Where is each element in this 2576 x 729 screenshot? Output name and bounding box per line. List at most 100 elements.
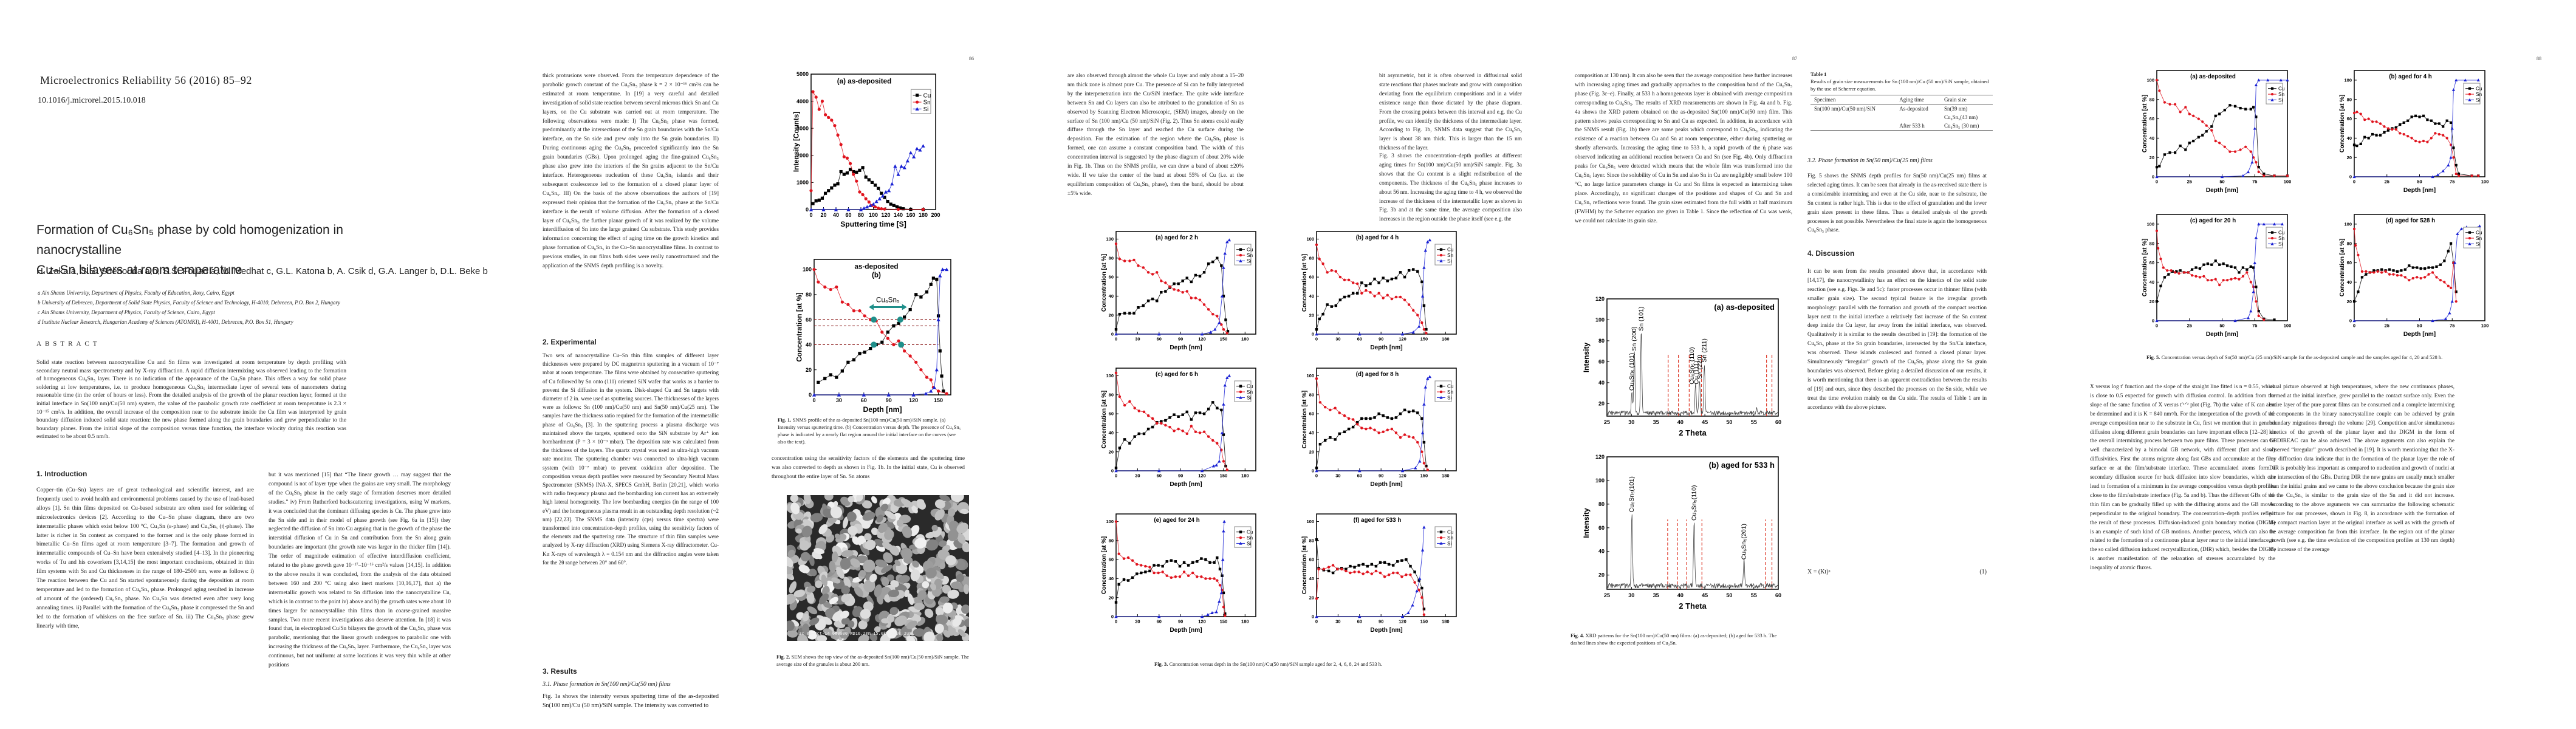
cu-marker xyxy=(2371,132,2374,136)
sn-marker xyxy=(2408,279,2411,282)
cu-marker xyxy=(1351,292,1355,295)
sn-marker xyxy=(1373,428,1376,431)
cu-marker xyxy=(1146,299,1150,303)
legend-box xyxy=(2463,227,2481,248)
sem-grain xyxy=(809,555,815,566)
cu-marker xyxy=(2402,121,2405,125)
sem-grain xyxy=(909,525,920,536)
sn-marker xyxy=(2214,140,2217,143)
sn-marker xyxy=(1174,575,1177,578)
cu-marker xyxy=(1177,415,1180,419)
cu-marker xyxy=(929,282,933,286)
si-marker xyxy=(1426,240,1430,244)
y-tick-label: 80 xyxy=(1309,392,1314,397)
y-tick-label: 100 xyxy=(1106,373,1114,378)
x-tick-label: 75 xyxy=(2450,323,2454,329)
x-tick-label: 60 xyxy=(1775,419,1781,425)
legend-label-sn: Sn xyxy=(1447,253,1454,258)
series-markers-sn xyxy=(2155,78,2289,177)
si-marker xyxy=(1222,519,1226,523)
sn-marker xyxy=(1403,433,1406,436)
cu-marker xyxy=(2450,121,2453,125)
sn-marker xyxy=(820,100,824,103)
x-tick-label: 100 xyxy=(869,212,878,218)
sn-marker xyxy=(2363,118,2366,122)
cu-marker xyxy=(1239,385,1242,388)
cu-marker xyxy=(1323,439,1327,442)
sn-marker xyxy=(1356,423,1359,426)
sn-marker xyxy=(1353,570,1356,573)
sn-marker xyxy=(2375,120,2378,123)
cu-marker xyxy=(1439,530,1443,533)
si-marker xyxy=(2155,319,2159,323)
cu-marker xyxy=(1122,578,1126,581)
cu-marker xyxy=(1224,612,1227,615)
sn-marker xyxy=(2158,89,2161,92)
cu-marker xyxy=(2399,123,2402,126)
sn-marker xyxy=(2233,150,2237,153)
sn-marker xyxy=(908,354,912,358)
x-tick-label: 30 xyxy=(1335,337,1340,342)
si-marker xyxy=(812,392,817,397)
cu-marker xyxy=(1168,416,1171,419)
cu-marker xyxy=(1362,563,1365,566)
sn-marker xyxy=(1345,569,1348,573)
y-tick-label: 0 xyxy=(2152,318,2154,324)
cu-marker xyxy=(1439,248,1443,251)
sem-grain xyxy=(806,630,817,640)
cu-marker xyxy=(864,175,868,179)
cu-marker xyxy=(2175,270,2178,273)
cu-marker xyxy=(2392,269,2395,272)
cu-marker xyxy=(2226,264,2229,267)
sn-marker xyxy=(2218,142,2221,145)
sem-grain xyxy=(817,635,827,641)
cu-marker xyxy=(2163,276,2166,279)
x-tick-label: 75 xyxy=(2252,179,2257,185)
chart-title: (b) aged for 4 h xyxy=(2389,74,2431,80)
cu-marker xyxy=(2190,268,2194,271)
sn-marker xyxy=(873,205,877,209)
si-marker xyxy=(1225,375,1229,379)
si-marker xyxy=(858,207,863,211)
sem-grain xyxy=(843,516,849,529)
cu-marker xyxy=(935,278,939,281)
y-tick-label: 100 xyxy=(803,267,812,273)
cu-marker xyxy=(2431,266,2434,269)
si-marker xyxy=(2450,126,2454,130)
sn-marker xyxy=(2187,271,2190,274)
peak-label: Sn (211) xyxy=(1701,338,1708,363)
si-marker xyxy=(1157,615,1161,618)
cu-marker xyxy=(938,349,942,353)
cu-marker xyxy=(880,340,884,344)
x-tick-label: 40 xyxy=(1677,419,1684,425)
si-marker xyxy=(1218,600,1221,603)
series-markers-cu xyxy=(1315,268,1428,331)
x-tick-label: 140 xyxy=(894,212,903,218)
sn-marker xyxy=(1216,442,1219,445)
sem-grain xyxy=(831,577,841,584)
cu-marker xyxy=(1345,567,1348,570)
cu-marker xyxy=(2171,270,2174,273)
sn-marker xyxy=(1211,312,1214,316)
sn-marker xyxy=(1190,425,1193,428)
sem-grain xyxy=(858,620,868,629)
sn-marker xyxy=(1202,430,1206,434)
y-tick-label: 100 xyxy=(1595,477,1605,484)
cu-marker xyxy=(1156,299,1159,303)
sn-marker xyxy=(2177,272,2180,275)
x-tick-label: 120 xyxy=(1399,337,1406,342)
y-tick-label: 60 xyxy=(1309,411,1314,417)
page4-column-2-text: usual picture observed at high temperatu… xyxy=(2269,384,2454,553)
chart-title: (a) as-deposited xyxy=(837,77,892,85)
si-marker xyxy=(1420,431,1425,434)
sn-marker xyxy=(855,179,858,183)
sem-grain xyxy=(947,508,956,517)
cu-marker xyxy=(2386,129,2389,132)
x-tick-label: 25 xyxy=(1604,419,1610,425)
legend-box xyxy=(2463,83,2481,104)
cu-marker xyxy=(1165,560,1168,563)
cell: Cu₆Sn₅ (30 nm) xyxy=(1944,123,1979,129)
sem-grain xyxy=(942,602,953,614)
x-tick-label: 35 xyxy=(1653,419,1659,425)
sem-grain xyxy=(896,519,904,527)
